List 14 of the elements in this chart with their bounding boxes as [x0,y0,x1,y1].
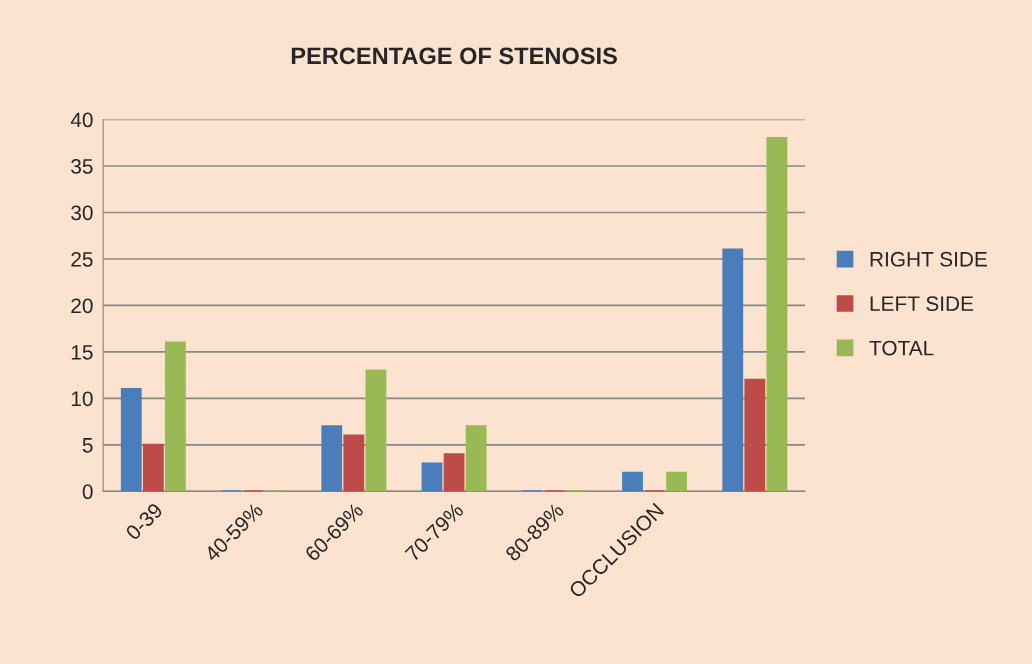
y-tick-label: 35 [71,159,93,174]
y-tick-label: 20 [71,298,93,314]
y-tick-label: 15 [71,345,93,360]
y-tick-label: 5 [82,438,93,453]
y-tick-label: 30 [71,205,93,221]
chart-title: PERCENTAGE OF STENOSIS [291,47,617,65]
legend-label: TOTAL [869,340,934,356]
y-tick-label: 10 [71,391,93,407]
y-tick-label: 25 [71,251,93,267]
y-tick-label: 0 [82,484,93,500]
x-tick-label: 0-39 [124,502,164,541]
legend-label: RIGHT SIDE [870,251,987,267]
y-tick-label: 40 [70,112,93,128]
legend-label: LEFT SIDE [870,296,974,312]
